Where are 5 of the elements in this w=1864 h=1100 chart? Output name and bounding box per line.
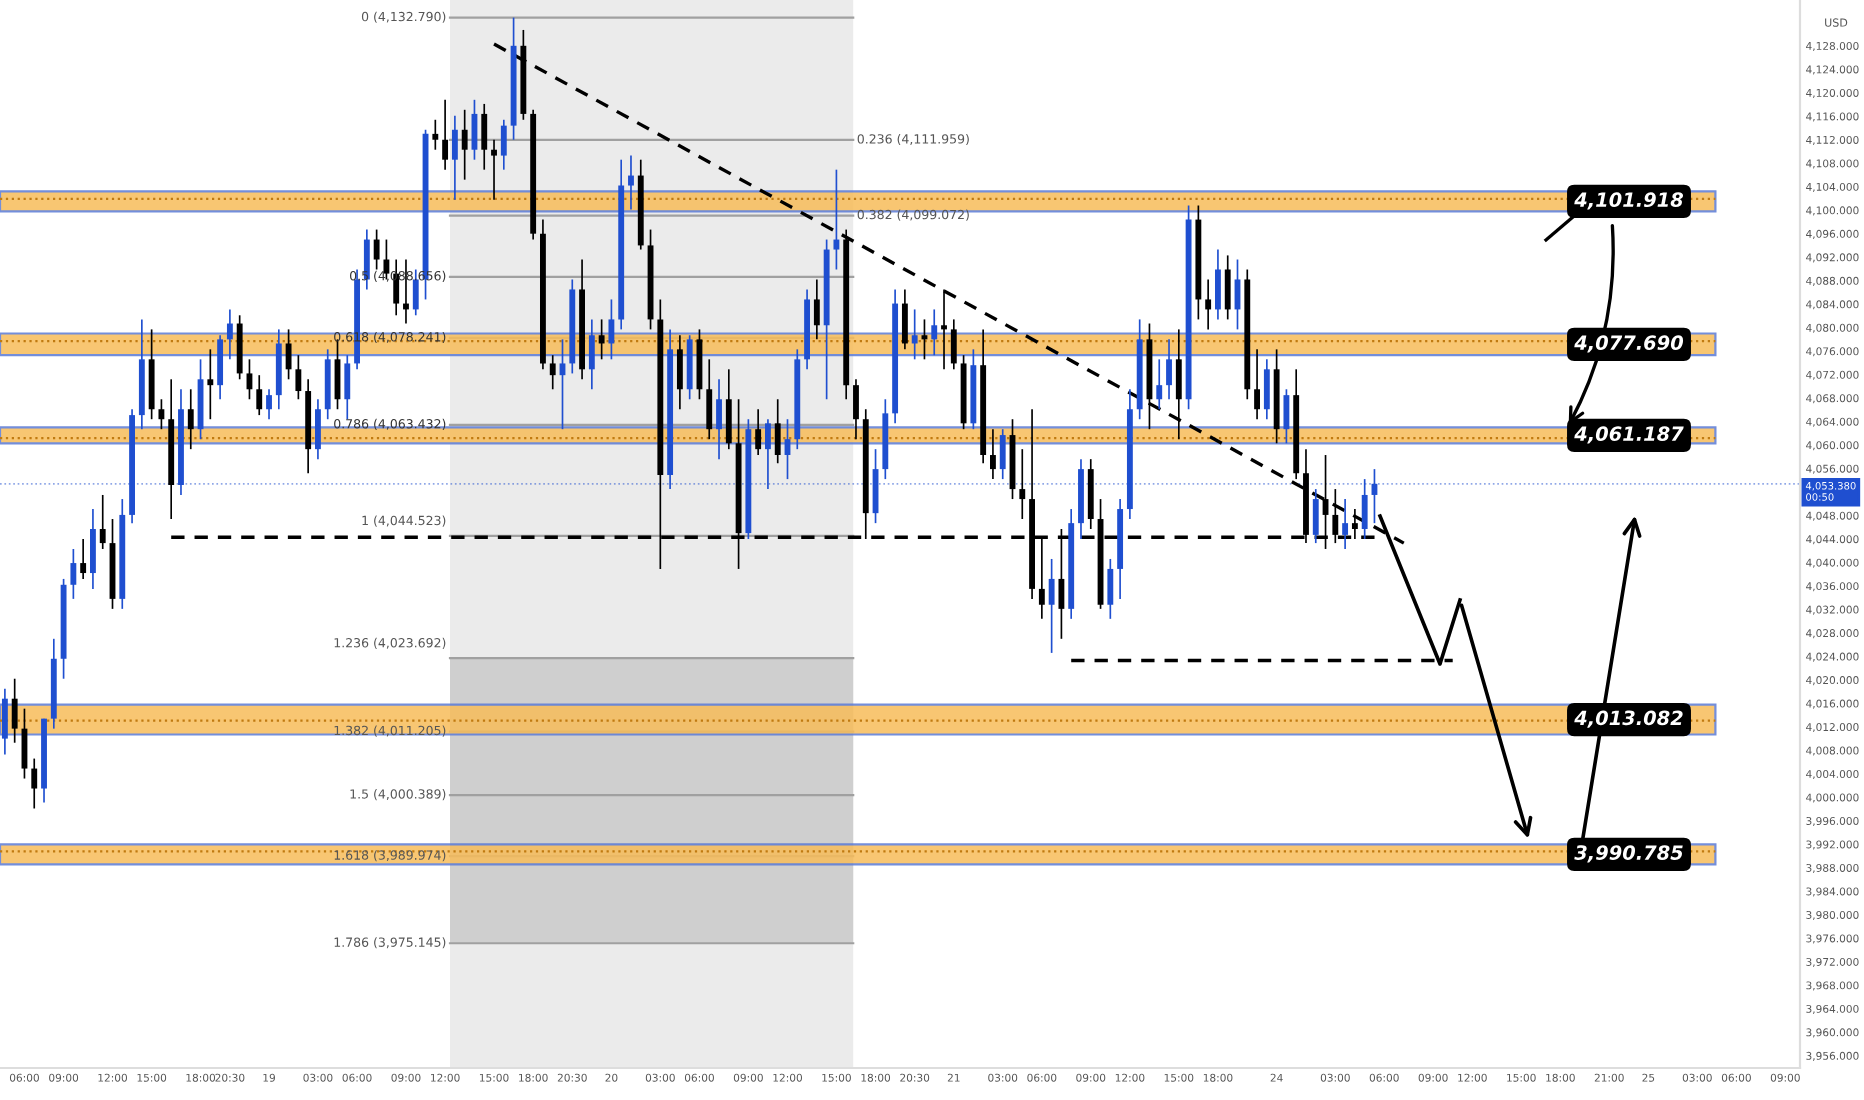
band-label: 4,101.918 [1574,192,1684,210]
band-label: 3,990.785 [1574,845,1683,863]
band-label: 4,061.187 [1574,426,1684,444]
band-label: 4,077.690 [1574,335,1684,353]
band-label: 4,013.082 [1574,710,1683,728]
